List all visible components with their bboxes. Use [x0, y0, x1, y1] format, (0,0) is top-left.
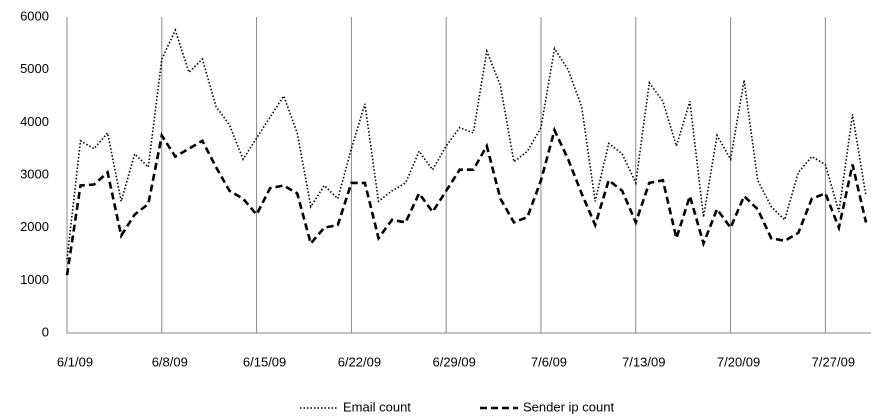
y-tick-label: 1000: [20, 272, 49, 287]
legend-label: Email count: [343, 399, 411, 414]
x-tick-label: 7/13/09: [622, 354, 665, 369]
y-tick-label: 0: [42, 324, 49, 339]
x-tick-label: 7/27/09: [812, 354, 855, 369]
y-tick-label: 2000: [20, 219, 49, 234]
x-tick-label: 6/1/09: [57, 354, 93, 369]
x-tick-label: 7/20/09: [717, 354, 760, 369]
x-tick-label: 6/22/09: [338, 354, 381, 369]
x-tick-label: 7/6/09: [531, 354, 567, 369]
series-line: [66, 28, 867, 260]
series-line: [65, 126, 868, 276]
x-tick-label: 6/15/09: [243, 354, 286, 369]
y-tick-label: 5000: [20, 61, 49, 76]
y-tick-label: 6000: [20, 8, 49, 23]
x-tick-label: 6/29/09: [432, 354, 475, 369]
y-tick-label: 3000: [20, 166, 49, 181]
x-tick-label: 6/8/09: [152, 354, 188, 369]
legend-label: Sender ip count: [523, 399, 614, 414]
y-tick-label: 4000: [20, 114, 49, 129]
